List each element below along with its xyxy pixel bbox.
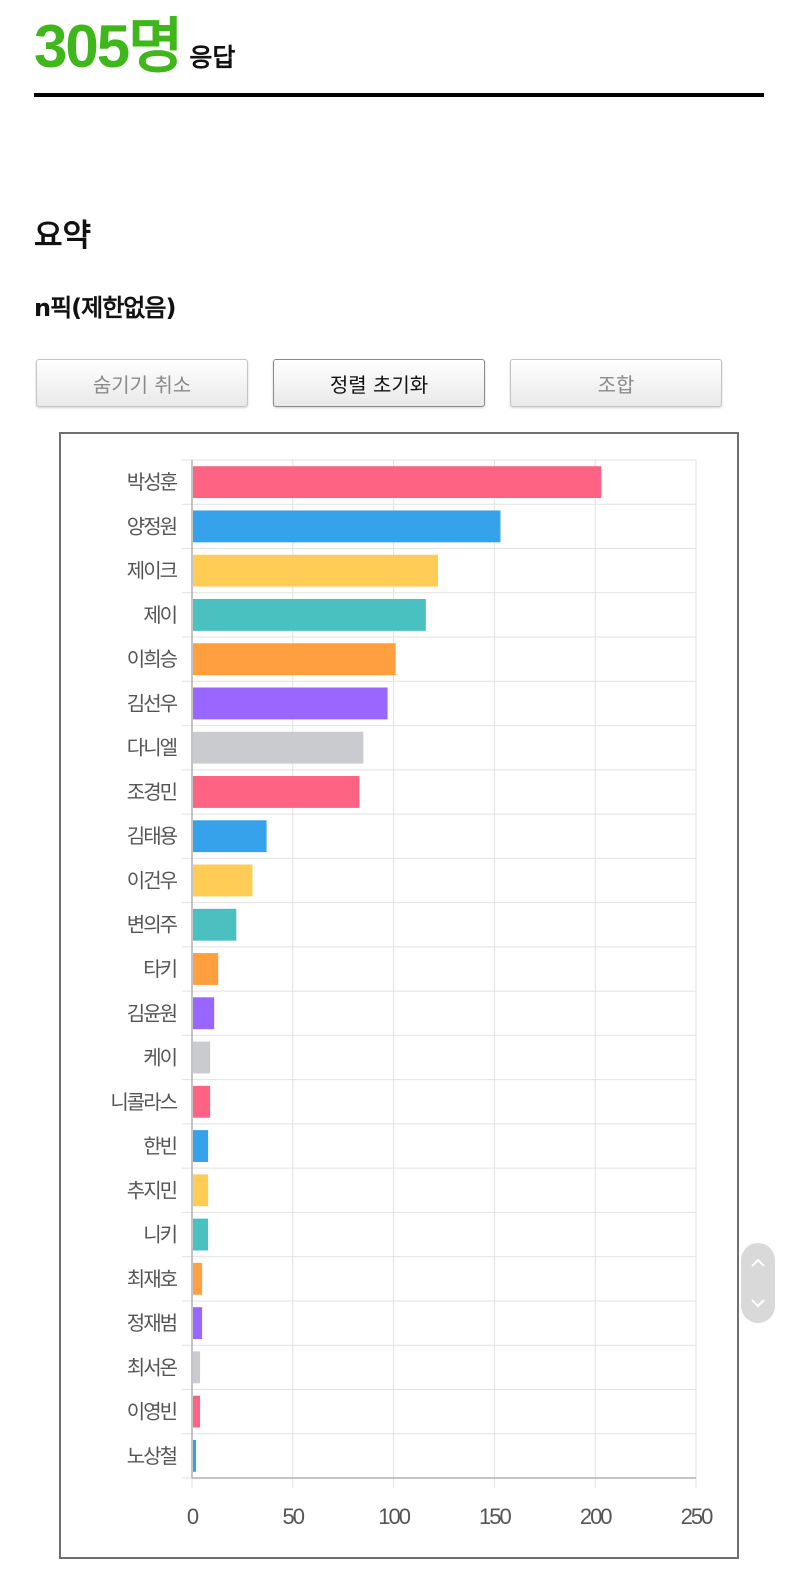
- bar: [193, 908, 237, 941]
- bar: [193, 864, 253, 897]
- bar: [193, 1395, 201, 1428]
- bar: [193, 820, 267, 853]
- x-tick-label: 0: [187, 1504, 199, 1529]
- bar: [193, 554, 438, 587]
- bar: [193, 1130, 209, 1162]
- category-label: 제이크: [127, 560, 178, 583]
- bar: [193, 1351, 201, 1384]
- category-label: 노상철: [127, 1445, 177, 1468]
- combine-button[interactable]: 조합: [510, 359, 722, 407]
- chart-controls: 숨기기 취소 정렬 초기화 조합: [36, 359, 726, 411]
- question-title: n픽(제한없음): [34, 294, 176, 322]
- category-label: 케이: [143, 1047, 176, 1070]
- bar: [193, 953, 219, 985]
- category-label: 박성훈: [127, 471, 178, 494]
- bar: [193, 1085, 211, 1118]
- bar: [193, 643, 396, 676]
- bar: [193, 1041, 211, 1074]
- response-count: 305명: [34, 13, 183, 80]
- category-label: 한빈: [143, 1135, 176, 1158]
- x-tick-label: 250: [681, 1504, 713, 1529]
- category-label: 변의주: [127, 914, 178, 937]
- category-label: 조경민: [127, 781, 177, 804]
- category-label: 김선우: [127, 692, 178, 715]
- category-label: 다니엘: [127, 737, 177, 760]
- bar: [193, 510, 501, 543]
- bar-chart: 박성훈양정원제이크제이이희승김선우다니엘조경민김태용이건우변의주타키김윤원케이니…: [110, 459, 715, 1529]
- category-label: 이건우: [127, 869, 178, 892]
- unhide-button[interactable]: 숨기기 취소: [36, 359, 248, 407]
- bar: [193, 1307, 203, 1340]
- category-label: 추지민: [127, 1179, 177, 1202]
- header-divider: [34, 93, 764, 97]
- category-label: 양정원: [127, 515, 177, 538]
- scroll-down-button[interactable]: [741, 1283, 775, 1323]
- x-tick-label: 100: [378, 1504, 410, 1529]
- category-label: 김윤원: [127, 1002, 177, 1025]
- bar: [193, 1218, 209, 1251]
- bar: [193, 1439, 197, 1472]
- bar: [193, 997, 215, 1030]
- bar: [193, 598, 426, 631]
- bar: [193, 776, 360, 808]
- bar: [193, 687, 388, 720]
- chevron-down-icon: [751, 1299, 765, 1308]
- bar: [193, 466, 602, 499]
- summary-title: 요약: [34, 218, 92, 254]
- category-label: 타키: [143, 958, 176, 981]
- category-label: 최재호: [127, 1268, 178, 1291]
- chevron-up-icon: [751, 1258, 765, 1267]
- bar: [193, 1174, 209, 1207]
- category-label: 최서온: [127, 1356, 178, 1379]
- category-label: 니키: [143, 1224, 176, 1247]
- x-tick-label: 50: [283, 1504, 305, 1529]
- reset-sort-button[interactable]: 정렬 초기화: [273, 359, 485, 407]
- bar: [193, 1262, 203, 1295]
- category-label: 제이: [143, 604, 176, 627]
- category-label: 이영빈: [127, 1401, 177, 1424]
- x-tick-label: 200: [580, 1504, 612, 1529]
- scroll-widget: [741, 1243, 775, 1323]
- category-label: 니콜라스: [110, 1091, 177, 1114]
- x-tick-label: 150: [479, 1504, 511, 1529]
- bar: [193, 731, 364, 764]
- category-label: 정재범: [127, 1312, 176, 1335]
- response-count-header: 305명 응답: [34, 14, 235, 80]
- response-count-label: 응답: [189, 43, 236, 72]
- category-label: 김태용: [127, 825, 178, 848]
- category-label: 이희승: [127, 648, 178, 671]
- scroll-up-button[interactable]: [741, 1243, 775, 1283]
